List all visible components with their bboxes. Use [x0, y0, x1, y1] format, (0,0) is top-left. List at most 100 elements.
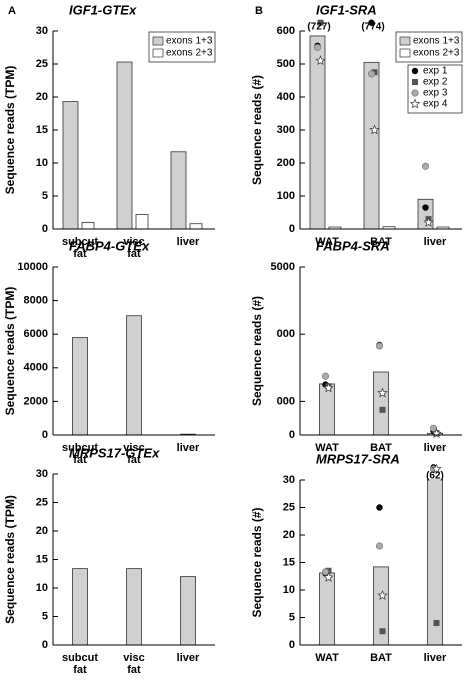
bar: [328, 226, 342, 229]
y-tick-label: 400: [277, 91, 295, 103]
panel-label: A: [8, 5, 16, 17]
y-tick-label: 10: [36, 157, 48, 169]
y-tick-label: 0: [42, 223, 48, 235]
data-point: [433, 620, 440, 626]
data-point: [423, 216, 434, 227]
bar: [363, 61, 380, 229]
bar: [126, 568, 142, 645]
bar: [373, 566, 389, 645]
data-point: [377, 590, 388, 600]
data-point: [323, 382, 334, 393]
bar: [170, 151, 187, 229]
x-tick-label: WAT: [315, 236, 339, 248]
legend-marker: [411, 89, 419, 97]
x-tick-label: BAT: [370, 652, 392, 664]
x-tick-label: visc fat: [123, 236, 144, 260]
y-tick-label: 30: [36, 25, 48, 37]
legend-label: exp 4: [423, 99, 448, 110]
chart-title: FABP4-GTEx: [69, 238, 150, 253]
x-tick-label: liver: [424, 236, 447, 248]
panel-label: B: [255, 5, 263, 17]
data-point: [379, 628, 386, 635]
y-tick-label: 5000: [271, 261, 295, 273]
x-tick-label: BAT: [370, 442, 392, 454]
x-tick-label: BAT: [370, 236, 392, 248]
x-tick-label: liver: [177, 236, 200, 248]
data-point: [429, 424, 438, 432]
data-point: [368, 19, 375, 26]
y-tick-label: 300: [277, 124, 295, 136]
y-tick-label: 5: [42, 190, 48, 202]
y-tick-label: 20: [36, 525, 48, 537]
y-tick-label: 30: [283, 474, 295, 486]
y-tick-label: 5: [42, 610, 48, 622]
legend-marker: [411, 67, 419, 75]
bar: [72, 337, 88, 435]
plot-area: [319, 371, 443, 435]
y-axis-label: Sequence reads (#): [250, 75, 264, 185]
legend-swatch: [399, 48, 411, 58]
y-tick-label: 500: [277, 58, 295, 70]
y-tick-label: 10: [36, 582, 48, 594]
x-tick-label: visc fat: [123, 652, 144, 676]
data-point: [431, 428, 442, 439]
x-tick-label: subcut fat: [62, 236, 98, 260]
legend-label: exp 3: [423, 88, 448, 99]
y-tick-label: 8000: [24, 295, 48, 307]
data-point: [321, 372, 330, 380]
y-tick-label: 4000: [24, 362, 48, 374]
legend-label: exons 2+3: [166, 48, 213, 59]
annotation: (774): [361, 22, 384, 33]
data-point: [421, 162, 430, 170]
data-point: [315, 55, 326, 66]
bar: [72, 568, 88, 645]
x-tick-label: subcut fat: [62, 442, 98, 466]
y-tick-label: 0: [42, 639, 48, 651]
chart-title: MRPS17-SRA: [316, 451, 400, 466]
plot-area: [62, 61, 203, 229]
y-tick-label: 100: [277, 190, 295, 202]
x-tick-label: visc fat: [123, 442, 144, 466]
legend-swatch: [152, 48, 164, 58]
data-point: [375, 542, 384, 550]
data-point: [376, 504, 383, 511]
data-point: [323, 572, 334, 582]
bar: [373, 371, 389, 435]
bar: [189, 223, 203, 229]
y-tick-label: 200: [277, 157, 295, 169]
y-axis-label: Sequence reads (#): [250, 507, 264, 617]
annotation: (62): [426, 471, 444, 482]
chart-title: IGF1-SRA: [316, 2, 377, 17]
legend-marker: [412, 79, 418, 85]
data-point: [321, 568, 330, 576]
plot-area: [309, 35, 450, 229]
y-axis-label: Sequence reads (#): [250, 296, 264, 406]
annotation: (727): [307, 22, 330, 33]
y-tick-label: 20: [283, 529, 295, 541]
bar: [382, 226, 396, 229]
y-tick-label: 25: [283, 501, 295, 513]
data-point: [367, 70, 376, 78]
y-tick-label: 000: [277, 328, 295, 340]
y-tick-label: 25: [36, 496, 48, 508]
legend-label: exons 1+3: [413, 36, 460, 47]
y-axis-label: Sequence reads (TPM): [3, 287, 17, 416]
x-tick-label: liver: [177, 652, 200, 664]
plot-area: [319, 479, 443, 645]
plot-area: [72, 568, 196, 645]
y-tick-label: 0: [42, 429, 48, 441]
legend-label: exons 2+3: [413, 48, 460, 59]
data-point: [317, 19, 324, 26]
bar: [436, 226, 450, 229]
y-tick-label: 0: [289, 223, 295, 235]
legend-swatch: [399, 36, 411, 46]
y-tick-label: 600: [277, 25, 295, 37]
y-tick-label: 6000: [24, 328, 48, 340]
y-tick-label: 0: [289, 429, 295, 441]
y-tick-label: 15: [36, 553, 48, 565]
bar: [116, 61, 133, 229]
legend-label: exp 2: [423, 77, 448, 88]
data-point: [379, 406, 386, 413]
chart-title: FABP4-SRA: [316, 238, 390, 253]
bar: [427, 479, 443, 645]
